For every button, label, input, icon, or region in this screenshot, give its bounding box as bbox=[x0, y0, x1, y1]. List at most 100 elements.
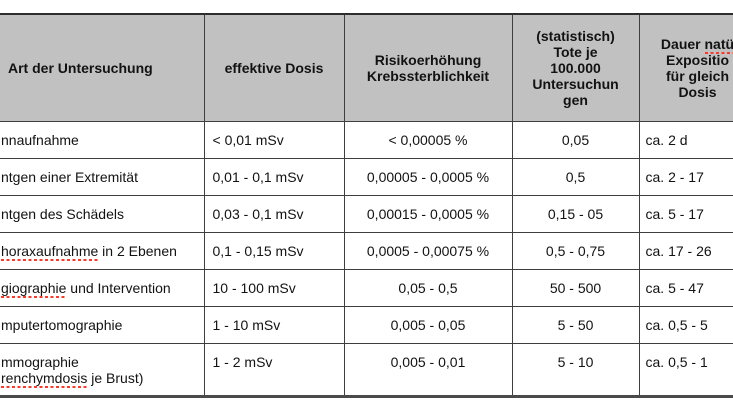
cell-text: 0,05 - 0,5 bbox=[398, 280, 458, 296]
cell-dosis[interactable]: 1 - 10 mSv bbox=[203, 306, 345, 344]
cell-text-line: renchymdosis je Brust) bbox=[1, 369, 204, 388]
cell-text: ca. 5 - 17 bbox=[645, 206, 704, 222]
header-cell-dauer-exposition[interactable]: Dauer natü Expositio für gleich Dosis bbox=[638, 13, 733, 122]
cell-text: 5 - 10 bbox=[557, 353, 594, 370]
cell-text: 0,15 - 05 bbox=[547, 206, 604, 222]
header-text: gen bbox=[563, 92, 588, 108]
header-cell-art-der-untersuchung[interactable]: Art der Untersuchung bbox=[0, 13, 205, 122]
cell-untersuchung[interactable]: ntgen des Schädels bbox=[0, 195, 205, 233]
cell-dosis[interactable]: 0,03 - 0,1 mSv bbox=[203, 195, 345, 233]
table-row: mputertomographie 1 - 10 mSv 0,005 - 0,0… bbox=[0, 306, 733, 344]
header-text: Tote je bbox=[553, 44, 598, 60]
cell-text: 1 - 10 mSv bbox=[212, 317, 281, 333]
cell-text: 0,05 bbox=[561, 132, 590, 148]
radiation-dose-table: Art der Untersuchung effektive Dosis Ris… bbox=[0, 13, 733, 398]
cell-dauer[interactable]: ca. 17 - 26 bbox=[638, 232, 733, 270]
cell-risiko[interactable]: < 0,00005 % bbox=[343, 121, 513, 159]
cell-risiko[interactable]: 0,05 - 0,5 bbox=[343, 269, 513, 307]
header-text: Risikoerhöhung bbox=[374, 52, 482, 68]
cell-tote[interactable]: 0,05 bbox=[511, 121, 640, 159]
table-row: ntgen des Schädels 0,03 - 0,1 mSv 0,0001… bbox=[0, 195, 733, 233]
header-text: Dauer bbox=[660, 36, 705, 52]
misspelled-word: horaxaufnahme bbox=[1, 243, 99, 261]
cell-text: ntgen des Schädels bbox=[1, 206, 124, 222]
header-text: (statistisch) bbox=[536, 28, 615, 44]
cell-text: 0,0005 - 0,00075 % bbox=[366, 243, 490, 259]
cell-text: ntgen einer Extremität bbox=[1, 169, 138, 185]
cell-untersuchung[interactable]: ntgen einer Extremität bbox=[0, 158, 205, 196]
cell-text: mputertomographie bbox=[1, 317, 123, 333]
cell-text: ca. 2 d bbox=[645, 132, 688, 148]
cell-dauer[interactable]: ca. 5 - 17 bbox=[638, 195, 733, 233]
cell-tote[interactable]: 5 - 10 bbox=[511, 343, 640, 397]
cell-dosis[interactable]: < 0,01 mSv bbox=[203, 121, 345, 159]
cell-dauer[interactable]: ca. 2 d bbox=[638, 121, 733, 159]
misspelled-word: renchymdosis bbox=[1, 369, 88, 388]
cell-untersuchung[interactable]: mputertomographie bbox=[0, 306, 205, 344]
cell-tote[interactable]: 5 - 50 bbox=[511, 306, 640, 344]
cell-untersuchung[interactable]: giographie und Intervention bbox=[0, 269, 205, 307]
misspelled-word: giographie bbox=[1, 280, 67, 298]
cell-dosis[interactable]: 0,01 - 0,1 mSv bbox=[203, 158, 345, 196]
header-row: Art der Untersuchung effektive Dosis Ris… bbox=[0, 13, 733, 122]
header-text-block: Dauer natü Expositio für gleich Dosis bbox=[642, 36, 733, 100]
cell-dosis[interactable]: 1 - 2 mSv bbox=[203, 343, 345, 397]
table-row: ntgen einer Extremität 0,01 - 0,1 mSv 0,… bbox=[0, 158, 733, 196]
cell-dosis[interactable]: 0,1 - 0,15 mSv bbox=[203, 232, 345, 270]
cell-text: je Brust) bbox=[87, 369, 144, 386]
cell-text: 1 - 2 mSv bbox=[212, 353, 273, 370]
cell-dauer[interactable]: ca. 2 - 17 bbox=[638, 158, 733, 196]
cell-text: 0,01 - 0,1 mSv bbox=[212, 169, 304, 185]
cell-risiko[interactable]: 0,005 - 0,05 bbox=[343, 306, 513, 344]
cell-text: 0,00015 - 0,0005 % bbox=[366, 206, 490, 222]
header-cell-tote-je-100000[interactable]: (statistisch) Tote je 100.000 Untersuchu… bbox=[511, 13, 640, 122]
header-cell-risikoerhoehung[interactable]: Risikoerhöhung Krebssterblichkeit bbox=[343, 13, 513, 122]
cell-text: ca. 0,5 - 5 bbox=[645, 317, 708, 333]
table-row: giographie und Intervention 10 - 100 mSv… bbox=[0, 269, 733, 307]
header-text: Krebssterblichkeit bbox=[366, 68, 490, 84]
cell-dosis[interactable]: 10 - 100 mSv bbox=[203, 269, 345, 307]
cell-text: ca. 0,5 - 1 bbox=[645, 353, 708, 370]
cell-text: 0,005 - 0,05 bbox=[390, 317, 466, 333]
cell-untersuchung[interactable]: horaxaufnahme in 2 Ebenen bbox=[0, 232, 205, 270]
cell-text: 0,5 - 0,75 bbox=[545, 243, 606, 259]
cell-tote[interactable]: 0,15 - 05 bbox=[511, 195, 640, 233]
cell-text: 0,5 bbox=[565, 169, 586, 185]
cell-untersuchung[interactable]: mmographie renchymdosis je Brust) bbox=[0, 343, 205, 397]
cell-risiko[interactable]: 0,00015 - 0,0005 % bbox=[343, 195, 513, 233]
header-text: Untersuchun bbox=[532, 76, 619, 92]
cell-text: < 0,01 mSv bbox=[212, 132, 284, 148]
cell-text: und Intervention bbox=[66, 280, 171, 296]
cell-text: ca. 2 - 17 bbox=[645, 169, 704, 185]
cell-untersuchung[interactable]: nnaufnahme bbox=[0, 121, 205, 159]
header-text: Expositio bbox=[665, 52, 729, 68]
cell-text: 0,03 - 0,1 mSv bbox=[212, 206, 304, 222]
cell-text: ca. 5 - 47 bbox=[645, 280, 704, 296]
cell-tote[interactable]: 0,5 bbox=[511, 158, 640, 196]
cell-text: nnaufnahme bbox=[1, 132, 79, 148]
header-text: Dauer natü bbox=[642, 36, 733, 54]
header-cell-effektive-dosis[interactable]: effektive Dosis bbox=[203, 13, 345, 122]
cell-dauer[interactable]: ca. 0,5 - 5 bbox=[638, 306, 733, 344]
cell-tote[interactable]: 50 - 500 bbox=[511, 269, 640, 307]
cell-tote[interactable]: 0,5 - 0,75 bbox=[511, 232, 640, 270]
cell-text: ca. 17 - 26 bbox=[645, 243, 712, 259]
cell-text: 50 - 500 bbox=[549, 280, 602, 296]
header-text: effektive Dosis bbox=[224, 60, 324, 76]
cell-dauer[interactable]: ca. 0,5 - 1 bbox=[638, 343, 733, 397]
cell-text: 5 - 50 bbox=[557, 317, 594, 333]
cell-dauer[interactable]: ca. 5 - 47 bbox=[638, 269, 733, 307]
header-text: für gleich bbox=[665, 68, 729, 84]
cell-risiko[interactable]: 0,0005 - 0,00075 % bbox=[343, 232, 513, 270]
cell-text: in 2 Ebenen bbox=[98, 243, 177, 259]
cell-text: 0,005 - 0,01 bbox=[390, 353, 466, 370]
header-text: 100.000 bbox=[550, 60, 601, 76]
misspelled-word: natü bbox=[704, 36, 733, 54]
cell-text: 0,1 - 0,15 mSv bbox=[212, 243, 304, 259]
table-row: horaxaufnahme in 2 Ebenen 0,1 - 0,15 mSv… bbox=[0, 232, 733, 270]
header-text: Art der Untersuchung bbox=[8, 60, 153, 76]
cell-risiko[interactable]: 0,00005 - 0,0005 % bbox=[343, 158, 513, 196]
cell-text: < 0,00005 % bbox=[388, 132, 468, 148]
cell-risiko[interactable]: 0,005 - 0,01 bbox=[343, 343, 513, 397]
